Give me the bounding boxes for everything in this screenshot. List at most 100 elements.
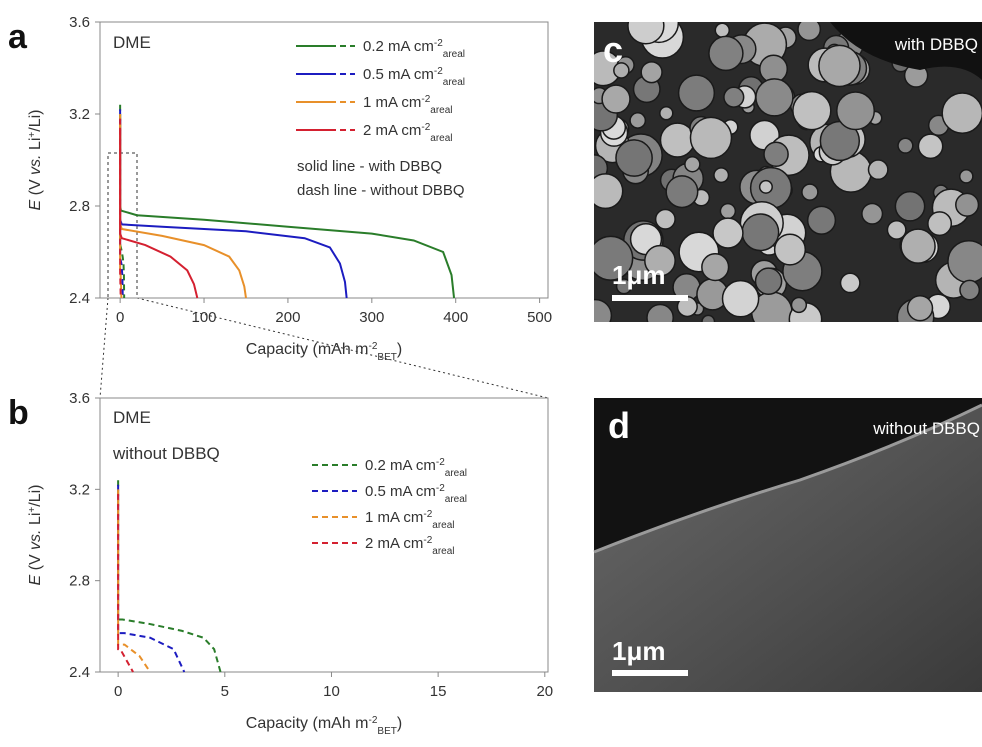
text-segment: areal bbox=[432, 520, 454, 531]
image-label: d bbox=[608, 405, 630, 446]
zoom-connector bbox=[100, 298, 108, 398]
grain bbox=[837, 92, 875, 130]
grain bbox=[942, 93, 982, 133]
y-tick-label: 2.8 bbox=[69, 573, 90, 590]
grain bbox=[647, 305, 673, 331]
legend-label: 0.2 mA cm-2areal bbox=[365, 457, 467, 479]
grain bbox=[702, 315, 714, 327]
grain bbox=[660, 107, 673, 120]
text-segment: (V bbox=[27, 550, 44, 575]
text-segment: -2 bbox=[423, 509, 432, 520]
grain bbox=[588, 174, 623, 209]
y-tick-label: 3.2 bbox=[69, 106, 90, 123]
x-axis-label: Capacity (mAh m-2BET) bbox=[246, 715, 402, 737]
legend-label: 0.5 mA cm-2areal bbox=[363, 66, 465, 88]
text-segment: areal bbox=[445, 468, 467, 479]
grain bbox=[960, 280, 979, 299]
legend-label: 2 mA cm-2areal bbox=[363, 122, 453, 144]
y-axis-label: E (V vs. Li+/Li) bbox=[27, 110, 45, 211]
annotation: without DBBQ bbox=[112, 444, 220, 463]
y-tick-label: 2.4 bbox=[69, 664, 90, 681]
panel-label: a bbox=[8, 18, 28, 56]
annotation: DME bbox=[113, 408, 151, 427]
x-tick-label: 5 bbox=[221, 683, 229, 700]
grain bbox=[798, 18, 820, 40]
grain bbox=[616, 140, 652, 176]
text-segment: areal bbox=[443, 77, 465, 88]
text-segment: -2 bbox=[369, 715, 378, 726]
text-segment: -2 bbox=[436, 483, 445, 494]
y-axis-label: E (V vs. Li+/Li) bbox=[27, 485, 45, 586]
text-segment: 2 mA cm bbox=[363, 122, 421, 139]
legend-label: 1 mA cm-2areal bbox=[365, 509, 455, 531]
legend-label: 0.5 mA cm-2areal bbox=[365, 483, 467, 505]
grain bbox=[841, 273, 860, 292]
dashed-line bbox=[118, 485, 184, 672]
grain bbox=[901, 229, 935, 263]
x-tick-label: 10 bbox=[323, 683, 340, 700]
text-segment: areal bbox=[445, 494, 467, 505]
grain bbox=[602, 85, 630, 113]
y-tick-label: 3.6 bbox=[69, 390, 90, 407]
legend-label: 2 mA cm-2areal bbox=[365, 535, 455, 557]
scale-bar-label: 1μm bbox=[612, 260, 666, 290]
grain bbox=[808, 206, 836, 234]
grain bbox=[742, 214, 779, 251]
text-segment: E bbox=[27, 575, 44, 586]
grain bbox=[666, 176, 698, 208]
y-tick-label: 3.2 bbox=[69, 481, 90, 498]
text-segment: areal bbox=[443, 49, 465, 60]
grain bbox=[756, 79, 793, 116]
text-segment: /Li) bbox=[27, 110, 44, 132]
text-segment: Capacity (mAh m bbox=[246, 715, 369, 732]
grain bbox=[714, 168, 729, 183]
legend-label: 0.2 mA cm-2areal bbox=[363, 38, 465, 60]
text-segment: vs. bbox=[27, 529, 44, 549]
image-caption: without DBBQ bbox=[872, 419, 980, 438]
text-segment: 0.2 mA cm bbox=[365, 457, 436, 474]
grain bbox=[756, 268, 782, 294]
text-segment: -2 bbox=[434, 38, 443, 49]
grain bbox=[656, 210, 675, 229]
grain bbox=[802, 184, 818, 200]
text-segment: ) bbox=[397, 715, 402, 732]
text-segment: Li bbox=[27, 138, 44, 155]
grain bbox=[579, 300, 611, 332]
grain bbox=[869, 160, 888, 179]
grain bbox=[793, 92, 831, 130]
grain bbox=[628, 8, 664, 44]
grain bbox=[948, 241, 982, 283]
text-segment: vs. bbox=[27, 154, 44, 174]
x-tick-label: 100 bbox=[192, 309, 217, 326]
text-segment: 0.5 mA cm bbox=[365, 483, 436, 500]
text-segment: 1 mA cm bbox=[363, 94, 421, 111]
x-tick-label: 0 bbox=[114, 683, 122, 700]
text-segment: 2 mA cm bbox=[365, 535, 423, 552]
grain bbox=[928, 212, 951, 235]
text-segment: /Li) bbox=[27, 485, 44, 507]
grain bbox=[720, 204, 735, 219]
grain bbox=[887, 221, 905, 239]
note: dash line - without DBBQ bbox=[297, 182, 465, 199]
text-segment: BET bbox=[377, 352, 396, 363]
dashed-line bbox=[118, 489, 150, 672]
grain bbox=[956, 193, 979, 216]
grain bbox=[709, 36, 743, 70]
plot-frame bbox=[100, 398, 548, 672]
grain bbox=[679, 75, 715, 111]
text-segment: 0.5 mA cm bbox=[363, 66, 434, 83]
text-segment: -2 bbox=[423, 535, 432, 546]
x-tick-label: 500 bbox=[527, 309, 552, 326]
grain bbox=[690, 117, 731, 158]
text-segment: -2 bbox=[436, 457, 445, 468]
grain bbox=[685, 157, 700, 172]
text-segment: 0.2 mA cm bbox=[363, 38, 434, 55]
grain bbox=[918, 134, 942, 158]
text-segment: -2 bbox=[369, 341, 378, 352]
annotation: DME bbox=[113, 33, 151, 52]
grain bbox=[819, 45, 860, 86]
x-tick-label: 200 bbox=[275, 309, 300, 326]
text-segment: ) bbox=[397, 341, 402, 358]
legend-label: 1 mA cm-2areal bbox=[363, 94, 453, 116]
x-tick-label: 15 bbox=[430, 683, 447, 700]
